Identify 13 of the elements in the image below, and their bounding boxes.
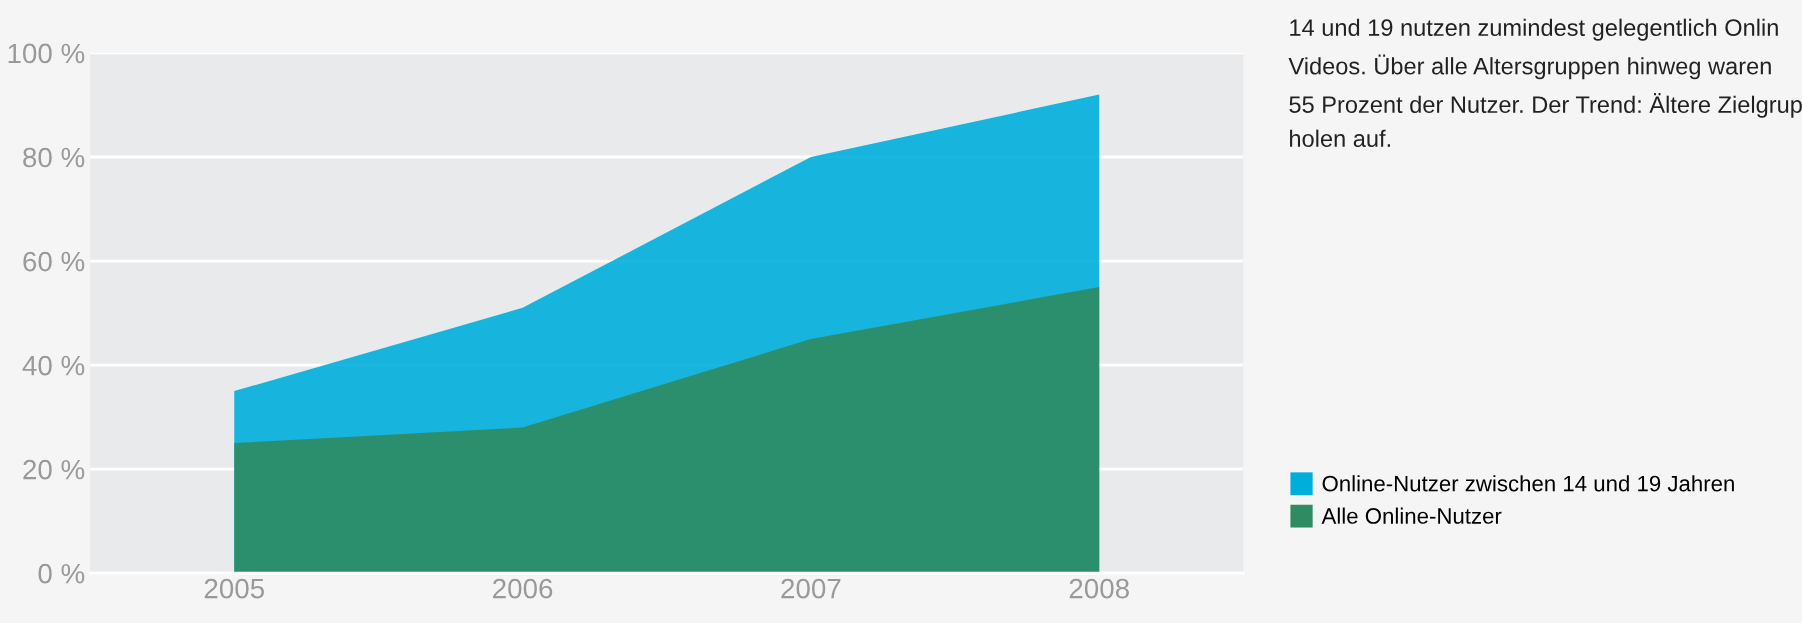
x-tick-label: 2008: [1069, 578, 1129, 599]
y-tick-label: 100 %: [8, 43, 85, 64]
x-tick-label: 2005: [204, 578, 264, 599]
x-tick-label: 2007: [781, 578, 841, 599]
text: 14 und 19 nutzen zumindest gelegentlich Onlin Videos. Über alle Altersgruppen hinweg waren 55 Prozent der Nutzer. Der Trend: Ältere Zielgrup holen auf.: [1288, 18, 1802, 147]
legend-label: Online-Nutzer zwischen 14 und 19 Jahren: [1322, 475, 1734, 492]
legend-label: Alle Online-Nutzer: [1321, 507, 1502, 524]
y-tick-label: 0 %: [38, 563, 85, 584]
y-tick-label: 20 %: [23, 459, 85, 480]
y-tick-label: 80 %: [23, 147, 85, 168]
y-tick-label: 40 %: [22, 355, 85, 376]
x-tick-label: 2006: [493, 578, 553, 599]
y-tick-label: 60 %: [23, 251, 85, 272]
